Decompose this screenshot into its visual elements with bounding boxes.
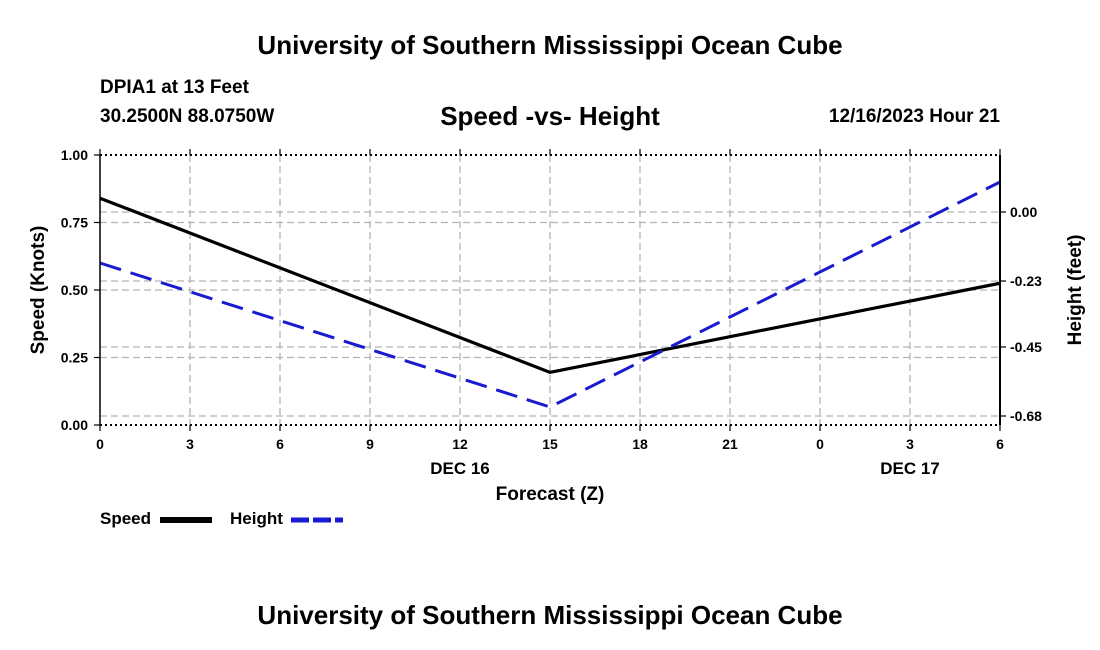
station-label: DPIA1 at 13 Feet: [100, 77, 249, 98]
y-tick-label: 0.00: [61, 417, 88, 433]
x-tick-label: 9: [366, 436, 374, 452]
y2-tick-label: -0.23: [1010, 273, 1042, 289]
axis-labels: Forecast (Z) Speed (Knots) Height (feet)…: [28, 147, 1086, 505]
grid: [100, 155, 1000, 425]
y2-tick-label: 0.00: [1010, 204, 1037, 220]
x-tick-label: 3: [186, 436, 194, 452]
page-title: University of Southern Mississippi Ocean…: [257, 30, 843, 60]
y2-tick-label: -0.45: [1010, 339, 1042, 355]
series-line-height: [99, 180, 1001, 409]
y2-axis-label: Height (feet): [1065, 235, 1086, 346]
x-tick-label: 18: [632, 436, 648, 452]
x-axis-label: Forecast (Z): [496, 484, 605, 505]
x-date-label: DEC 16: [430, 459, 490, 478]
x-tick-label: 0: [816, 436, 824, 452]
y2-tick-label: -0.68: [1010, 408, 1042, 424]
y-tick-label: 1.00: [61, 147, 88, 163]
x-tick-label: 0: [96, 436, 104, 452]
footer-title: University of Southern Mississippi Ocean…: [257, 600, 843, 630]
legend-height-label: Height: [230, 509, 283, 528]
date-hour-label: 12/16/2023 Hour 21: [828, 106, 1000, 127]
legend-speed-label: Speed: [100, 509, 152, 528]
coordinates-label: 30.2500N 88.0750W: [100, 106, 275, 127]
plot-frame: [94, 149, 1006, 431]
y-tick-label: 0.25: [61, 350, 88, 366]
y-tick-label: 0.50: [61, 282, 88, 298]
x-tick-label: 6: [996, 436, 1004, 452]
chart-title: Speed -vs- Height: [440, 101, 660, 131]
series-line-speed: [99, 196, 1001, 375]
x-date-label: DEC 17: [880, 459, 940, 478]
y-tick-label: 0.75: [61, 215, 88, 231]
x-tick-label: 3: [906, 436, 914, 452]
x-tick-label: 15: [542, 436, 558, 452]
y-axis-label: Speed (Knots): [28, 226, 49, 355]
x-tick-label: 21: [722, 436, 738, 452]
x-tick-label: 12: [452, 436, 468, 452]
x-tick-label: 6: [276, 436, 284, 452]
series-layer: [99, 180, 1001, 409]
